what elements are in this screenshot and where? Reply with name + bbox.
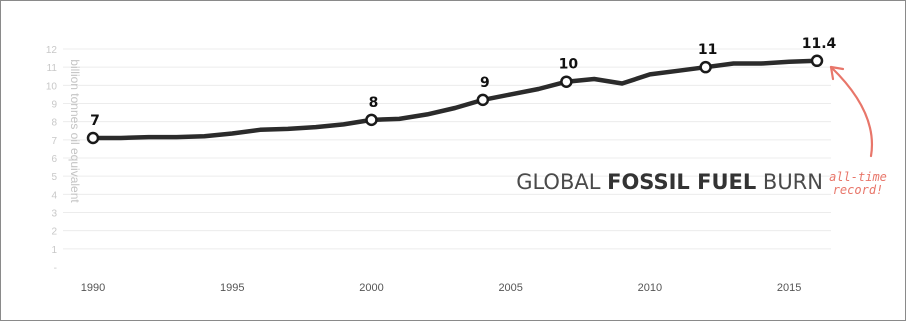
y-tick-label: 11	[47, 63, 58, 74]
y-tick-label: 1	[51, 245, 57, 256]
y-tick-label: 10	[46, 81, 58, 92]
chart-title: GLOBAL FOSSIL FUEL BURN	[516, 170, 823, 194]
point-label: 11	[698, 42, 717, 58]
x-tick-labels: 1990 1995 2000 2005 2010 2015	[81, 282, 802, 294]
x-tick-label: 2005	[498, 282, 522, 294]
title-part-1: GLOBAL	[516, 170, 607, 194]
x-tick-label: 2010	[638, 282, 662, 294]
y-tick-label: 7	[51, 136, 57, 147]
y-tick-label: 4	[51, 190, 57, 201]
grid	[63, 48, 831, 250]
point-label: 9	[480, 75, 490, 91]
point-marker	[699, 60, 712, 74]
annotation-arrow	[829, 65, 873, 158]
point-marker	[86, 131, 100, 145]
title-part-2: FOSSIL FUEL	[607, 170, 756, 194]
y-tick-label: -	[54, 263, 57, 274]
annotation-line-1: all-time	[829, 170, 887, 184]
y-tick-label: 2	[51, 227, 57, 238]
y-tick-label: 12	[46, 45, 58, 56]
point-labels: 7 8 9 10 11 11.4	[90, 36, 836, 129]
y-tick-label: 3	[51, 209, 57, 220]
point-label: 10	[559, 57, 579, 73]
y-axis-label: billion tonnes oil equivalent	[68, 59, 82, 203]
y-tick-label: 6	[51, 154, 57, 165]
annotation-line-2: record!	[833, 183, 884, 197]
point-label: 8	[369, 95, 379, 111]
y-tick-label: 9	[51, 100, 57, 111]
x-tick-label: 2000	[359, 282, 383, 294]
point-marker	[560, 75, 573, 88]
x-tick-label: 2015	[777, 282, 801, 294]
point-label: 7	[90, 113, 100, 129]
y-tick-label: 8	[51, 118, 57, 129]
point-label: 11.4	[802, 36, 837, 52]
annotation-arrowhead	[829, 65, 845, 81]
y-tick-label: 5	[51, 172, 57, 183]
point-marker	[810, 54, 824, 68]
x-tick-label: 1990	[81, 282, 105, 294]
point-markers	[86, 54, 824, 145]
point-marker	[365, 113, 378, 127]
series-line	[90, 58, 820, 141]
x-tick-label: 1995	[220, 282, 244, 294]
point-marker	[476, 93, 490, 107]
title-part-3: BURN	[756, 170, 823, 194]
